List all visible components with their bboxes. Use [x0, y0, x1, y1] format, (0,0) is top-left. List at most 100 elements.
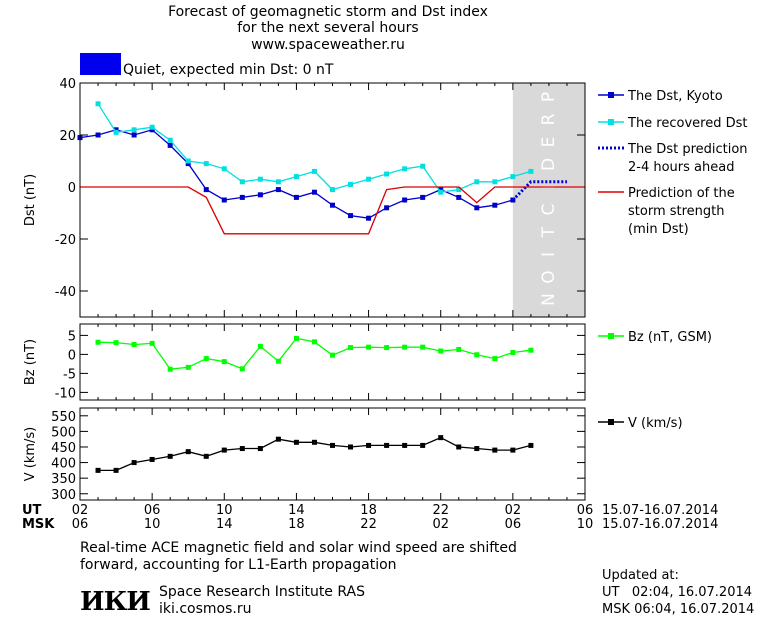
data-point — [221, 359, 227, 365]
y-tick-label: 400 — [51, 457, 76, 472]
data-point — [438, 187, 444, 193]
data-point — [185, 364, 191, 370]
data-point — [311, 439, 317, 445]
prediction-letter: O — [539, 270, 559, 283]
msk-tick-label: 10 — [577, 517, 594, 532]
msk-tick-label: 06 — [72, 517, 89, 532]
series-line — [97, 103, 532, 193]
data-point — [113, 127, 119, 133]
data-point — [95, 132, 101, 138]
msk-date-range: 15.07-16.07.2014 — [602, 517, 718, 532]
data-point — [366, 176, 372, 182]
data-point — [95, 339, 101, 345]
series-line — [79, 129, 514, 219]
prediction-letter: C — [539, 204, 559, 216]
data-point — [167, 366, 173, 372]
data-point — [420, 344, 426, 350]
data-point — [492, 447, 498, 453]
series-line — [80, 186, 585, 235]
data-point — [149, 340, 155, 346]
data-point — [510, 197, 516, 203]
data-point — [275, 179, 281, 185]
data-point — [113, 467, 119, 473]
data-point — [95, 467, 101, 473]
data-point — [366, 442, 372, 448]
ut-tick-label: 06 — [577, 503, 594, 518]
legend-marker — [608, 333, 614, 339]
y-tick-label: 20 — [59, 129, 76, 144]
org-site[interactable]: iki.cosmos.ru — [159, 601, 252, 617]
data-point — [257, 192, 263, 198]
data-point — [185, 161, 191, 167]
msk-tick-label: 22 — [360, 517, 377, 532]
ut-tick-label: 18 — [360, 503, 377, 518]
data-point — [257, 176, 263, 182]
prediction-letter: R — [539, 113, 559, 125]
y-tick-label: 5 — [68, 329, 76, 344]
data-point — [420, 442, 426, 448]
data-point — [456, 194, 462, 200]
ut-label: UT — [22, 503, 42, 518]
updated-msk: MSK 06:04, 16.07.2014 — [602, 602, 755, 617]
y-tick-label: 350 — [51, 472, 76, 487]
legend-marker — [608, 119, 614, 125]
data-point — [474, 205, 480, 211]
data-point — [402, 166, 408, 172]
data-point — [456, 187, 462, 193]
data-point — [456, 346, 462, 352]
msk-tick-label: 02 — [432, 517, 449, 532]
legend-label: 2-4 hours ahead — [628, 160, 734, 175]
prediction-letter: T — [539, 226, 559, 238]
data-point — [131, 342, 137, 348]
y-tick-label: 0 — [68, 348, 76, 363]
data-point — [113, 129, 119, 135]
data-point — [456, 444, 462, 450]
data-point — [384, 442, 390, 448]
data-point — [293, 439, 299, 445]
legend-label: Bz (nT, GSM) — [628, 330, 712, 345]
data-point — [474, 352, 480, 358]
msk-tick-label: 14 — [216, 517, 233, 532]
data-point — [492, 179, 498, 185]
data-point — [474, 179, 480, 185]
legend-marker — [608, 92, 614, 98]
data-point — [221, 197, 227, 203]
y-axis-label: V (km/s) — [23, 427, 38, 482]
data-point — [203, 453, 209, 459]
data-point — [474, 446, 480, 452]
data-point — [149, 127, 155, 133]
data-point — [438, 189, 444, 195]
data-point — [330, 202, 335, 208]
data-point — [167, 142, 173, 148]
data-point — [239, 366, 245, 372]
data-point — [185, 449, 191, 455]
data-point — [257, 343, 263, 349]
legend-label: The recovered Dst — [627, 116, 747, 131]
data-point — [492, 202, 498, 208]
data-point — [185, 158, 191, 164]
data-point — [203, 161, 209, 167]
msk-label: MSK — [22, 517, 55, 532]
legend-label: The Dst, Kyoto — [627, 89, 723, 104]
data-point — [348, 345, 354, 351]
y-tick-label: -10 — [55, 386, 76, 401]
legend-label: (min Dst) — [628, 222, 689, 237]
data-point — [221, 166, 227, 172]
status-text: Quiet, expected min Dst: 0 nT — [123, 62, 334, 78]
prediction-letter: N — [539, 293, 559, 306]
msk-tick-label: 10 — [144, 517, 161, 532]
data-point — [366, 344, 372, 350]
chart-subtitle: for the next several hours — [237, 20, 419, 36]
ut-date-range: 15.07-16.07.2014 — [602, 503, 718, 518]
prediction-letter: I — [539, 252, 559, 257]
data-point — [348, 213, 354, 219]
updated-label: Updated at: — [602, 568, 679, 583]
data-point — [275, 358, 281, 364]
legend-label: storm strength — [628, 204, 725, 219]
y-tick-label: 40 — [59, 77, 76, 92]
data-point — [384, 171, 390, 177]
data-point — [203, 187, 209, 193]
ace-note-line1: Real-time ACE magnetic field and solar w… — [80, 540, 517, 556]
ace-note-line2: forward, accounting for L1-Earth propaga… — [80, 557, 397, 573]
panel-frame — [79, 323, 586, 401]
